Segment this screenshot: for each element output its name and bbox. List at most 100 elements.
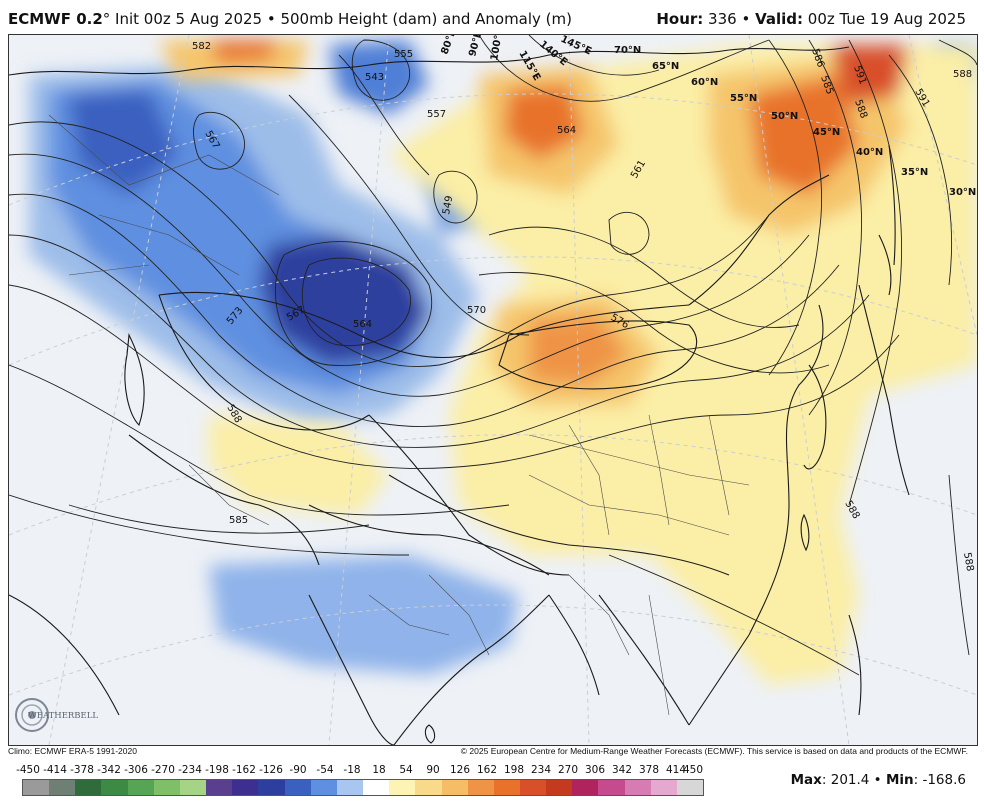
latitude-label: 30°N [949,187,976,198]
colorbar-segment [441,780,468,795]
colorbar-tick-label: -90 [289,764,307,776]
coastline-indochina [598,594,750,726]
height-contours [9,35,977,676]
negative-anomaly-india [209,555,519,675]
colorbar-tick-label: -54 [316,764,334,776]
contour-label: 564 [557,125,576,136]
positive-anomaly-russia-core [504,85,584,160]
negative-anomaly-strong-core [259,235,429,365]
contour-label: 588 [953,69,972,80]
colorbar-tick-label: -414 [43,764,67,776]
colorbar-segment [232,780,259,795]
longitude-label: 100°E [489,35,506,62]
colorbar-segment [572,780,599,795]
colorbar-segment [467,780,494,795]
latitude-label: 40°N [856,147,883,158]
colorbar-tick-label: 126 [449,764,471,776]
latitude-label: 45°N [813,127,840,138]
colorbar-tick-label: 90 [426,764,440,776]
colorbar-segment [49,780,76,795]
contour-label: 557 [427,109,446,120]
colorbar-tick-label: -162 [232,764,256,776]
border-china-west [368,414,570,576]
latitude-label: 50°N [771,111,798,122]
model-name: ECMWF 0.2 [8,10,103,28]
colorbar-segment [336,780,364,795]
negative-anomaly-north [329,40,429,115]
anomaly-map: 543 549 555 557 561 564 564 567 567 570 … [8,34,978,746]
colorbar-segment [415,780,442,795]
colorbar-tick-label: 378 [638,764,660,776]
colorbar-tick-label: -378 [70,764,94,776]
colorbar-tick-label: 162 [476,764,498,776]
copyright-note: © 2025 European Centre for Medium-Range … [460,746,968,756]
max-min-readout: Max: 201.4 • Min: -168.6 [790,772,966,788]
colorbar-segment [284,780,311,795]
min-label: Min [885,772,914,788]
climo-note: Climo: ECMWF ERA-5 1991-2020 [8,746,137,756]
contour-label: 582 [192,41,211,52]
colorbar-segment [546,780,573,795]
border-iran-afghanistan [128,434,320,566]
colorbar-segment [363,780,390,795]
colorbar-segment [23,780,50,795]
coastline-philippines [848,614,862,716]
degree-symbol: ° [102,10,111,28]
coastline-china-east [748,304,824,636]
colorbar-segment [310,780,337,795]
coastline-taiwan [800,513,810,552]
colorbar-segment [389,780,416,795]
coastline-bay-of-bengal [548,594,600,696]
borders [9,46,910,745]
contour-label: 564 [353,319,372,330]
latitude-label: 55°N [730,93,757,104]
coastline-sri-lanka [424,724,436,744]
coastline-caspian [124,333,145,427]
border-russia-china [688,174,830,306]
colorbar-segment [493,780,520,795]
contour-label: 588 [961,552,975,573]
colorbar-tick-label: 414 [665,764,687,776]
longitude-label: 90°E [467,35,484,58]
colorbar-tick-label: 234 [530,764,552,776]
colorbar-tick-label: 18 [372,764,386,776]
positive-anomaly-east-core [749,75,859,195]
coastline-arabia [9,594,120,716]
colorbar-tick-label: 450 [682,764,704,776]
colorbar-segment [127,780,154,795]
latitude-label: 65°N [652,61,679,72]
colorbar-labels: -450 -414 -378 -342 -306 -270 -234 -198 … [15,764,705,778]
latitude-label: 70°N [614,45,641,56]
colorbar-tick-label: -450 [16,764,40,776]
contour-label: 588 [842,499,861,521]
colorbar-tick-label: -306 [124,764,148,776]
latitude-label: 60°N [691,77,718,88]
contour-label: 543 [365,72,384,83]
interior-borders [48,114,750,716]
weatherbell-logo: WEATHERBELL [14,695,98,735]
anomaly-shading [29,40,977,685]
positive-anomaly-strong-china [529,315,629,385]
colorbar-segment [676,780,704,795]
map-canvas: 543 549 555 557 561 564 564 567 567 570 … [9,35,977,745]
colorbar-segment [101,780,128,795]
max-label: Max [790,772,822,788]
longitude-label: 80°E [439,35,458,56]
negative-anomaly-strong-nw [69,90,179,195]
colorbar-segment [519,780,547,795]
hour-label: Hour: [656,10,704,28]
valid-time: Hour: 336 • Valid: 00z Tue 19 Aug 2025 [656,10,966,28]
border-mongolia [498,320,698,390]
colorbar-tick-label: -18 [343,764,361,776]
colorbar-segment [598,780,625,795]
border-russia-kazakhstan [158,291,690,359]
graticule [9,35,977,745]
colorbar-tick-label: 198 [503,764,525,776]
coastline-japan [858,234,910,496]
header: ECMWF 0.2° Init 00z 5 Aug 2025 • 500mb H… [0,0,984,34]
colorbar-segment [206,780,233,795]
colorbar-tick-label: -198 [205,764,229,776]
positive-anomaly-pacific-core [829,45,909,105]
colorbar-segment [624,780,651,795]
border-india-north [308,504,550,576]
